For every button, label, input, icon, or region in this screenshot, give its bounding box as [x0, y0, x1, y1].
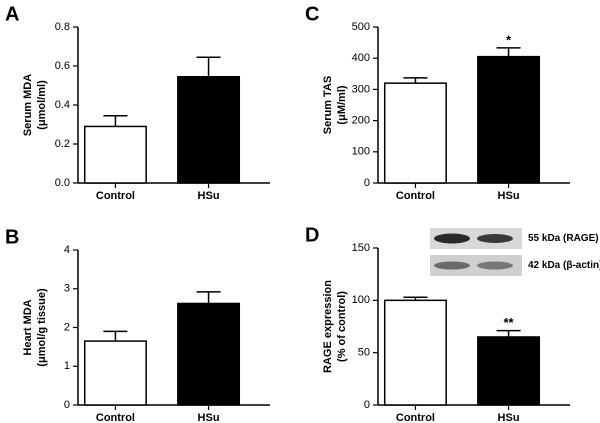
western-blot: [430, 228, 522, 276]
bar: [383, 299, 447, 406]
x-tick-label: HSu: [498, 190, 520, 202]
blot-strip: [430, 255, 522, 276]
y-axis-label: (μmol/g tissue): [36, 288, 48, 367]
y-axis-label: Serum TAS: [322, 76, 334, 134]
y-tick-label: 1: [64, 360, 70, 372]
significance-mark: **: [503, 315, 514, 330]
blot-band: [477, 234, 513, 243]
significance-mark: *: [506, 32, 512, 47]
y-axis-label: (μM/ml): [336, 85, 348, 124]
x-tick-label: Control: [96, 190, 135, 202]
panel-letter: B: [5, 226, 19, 248]
blot-band: [434, 233, 470, 244]
bar: [477, 336, 541, 406]
x-tick-label: Control: [396, 190, 435, 202]
y-tick-label: 500: [352, 21, 370, 33]
y-axis-label: Heart MDA: [22, 299, 34, 355]
bar: [477, 55, 541, 184]
y-tick-label: 0: [364, 177, 370, 189]
panel-letter: A: [5, 3, 19, 25]
y-tick-label: 50: [358, 347, 370, 359]
bar: [83, 125, 147, 184]
y-tick-label: 0: [64, 399, 70, 411]
x-tick-label: Control: [96, 412, 135, 423]
y-axis-label: Serum MDA: [22, 74, 34, 136]
y-tick-label: 0.6: [55, 60, 70, 72]
y-axis-label: (μmol/ml): [36, 80, 48, 130]
bar: [383, 82, 447, 184]
bar: [177, 302, 241, 406]
y-tick-label: 4: [64, 244, 70, 256]
x-tick-label: HSu: [498, 412, 520, 423]
blot-strip: [430, 228, 522, 249]
blot-label: 42 kDa (β-actin): [528, 260, 600, 271]
y-axis-label: RAGE expression: [322, 280, 334, 373]
y-tick-label: 100: [352, 146, 370, 158]
y-tick-label: 400: [352, 52, 370, 64]
y-axis-label: (% of control): [336, 291, 348, 362]
y-tick-label: 3: [64, 283, 70, 295]
y-tick-label: 2: [64, 321, 70, 333]
blot-label: 55 kDa (RAGE): [528, 233, 599, 244]
y-tick-label: 150: [352, 242, 370, 254]
x-tick-label: HSu: [198, 412, 220, 423]
y-tick-label: 0.8: [55, 21, 70, 33]
blot-band: [434, 261, 470, 270]
x-tick-label: HSu: [198, 190, 220, 202]
y-tick-label: 0.2: [55, 138, 70, 150]
bar: [83, 340, 147, 406]
y-tick-label: 0.0: [55, 177, 70, 189]
panel-letter: C: [305, 3, 319, 25]
x-tick-label: Control: [396, 412, 435, 423]
bar: [177, 75, 241, 184]
y-tick-label: 0.4: [55, 99, 70, 111]
y-tick-label: 300: [352, 83, 370, 95]
y-tick-label: 0: [364, 399, 370, 411]
y-tick-label: 100: [352, 294, 370, 306]
blot-band: [477, 261, 513, 270]
panel-letter: D: [305, 224, 319, 246]
y-tick-label: 200: [352, 115, 370, 127]
